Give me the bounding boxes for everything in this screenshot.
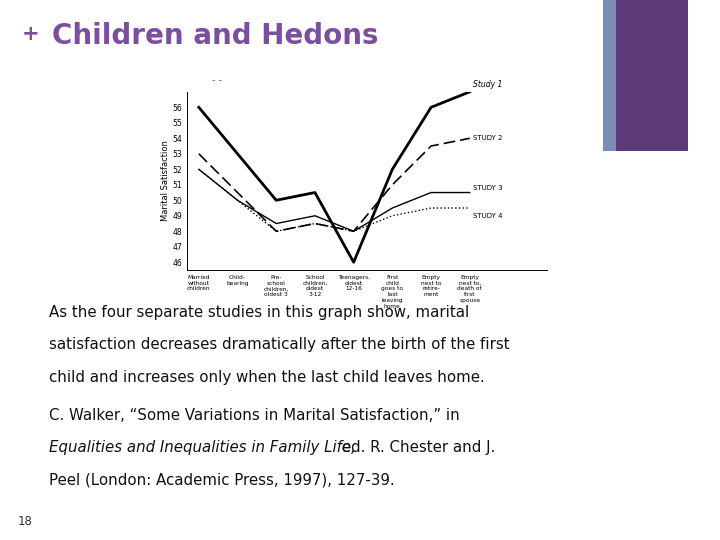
Text: STUDY 4: STUDY 4 [473, 213, 503, 219]
Text: Children and Hedons: Children and Hedons [52, 22, 378, 50]
Text: child and increases only when the last child leaves home.: child and increases only when the last c… [49, 370, 485, 385]
Text: ed. R. Chester and J.: ed. R. Chester and J. [337, 440, 495, 455]
Text: Equalities and Inequalities in Family Life,: Equalities and Inequalities in Family Li… [49, 440, 356, 455]
Text: Peel (London: Academic Press, 1997), 127-39.: Peel (London: Academic Press, 1997), 127… [49, 472, 395, 488]
Bar [616, 0, 688, 151]
Bar [603, 0, 616, 151]
Text: STUDY 2: STUDY 2 [473, 136, 503, 141]
Text: As the four separate studies in this graph show, marital: As the four separate studies in this gra… [49, 305, 469, 320]
Text: STUDY 3: STUDY 3 [473, 185, 503, 191]
Text: C. Walker, “Some Variations in Marital Satisfaction,” in: C. Walker, “Some Variations in Marital S… [49, 408, 459, 423]
Text: 18: 18 [18, 515, 33, 528]
Text: - -: - - [212, 75, 222, 85]
Text: +: + [22, 24, 39, 44]
Text: Study 1: Study 1 [473, 80, 503, 90]
Text: satisfaction decreases dramatically after the birth of the first: satisfaction decreases dramatically afte… [49, 338, 510, 353]
Y-axis label: Marital Satisfaction: Marital Satisfaction [161, 140, 170, 221]
